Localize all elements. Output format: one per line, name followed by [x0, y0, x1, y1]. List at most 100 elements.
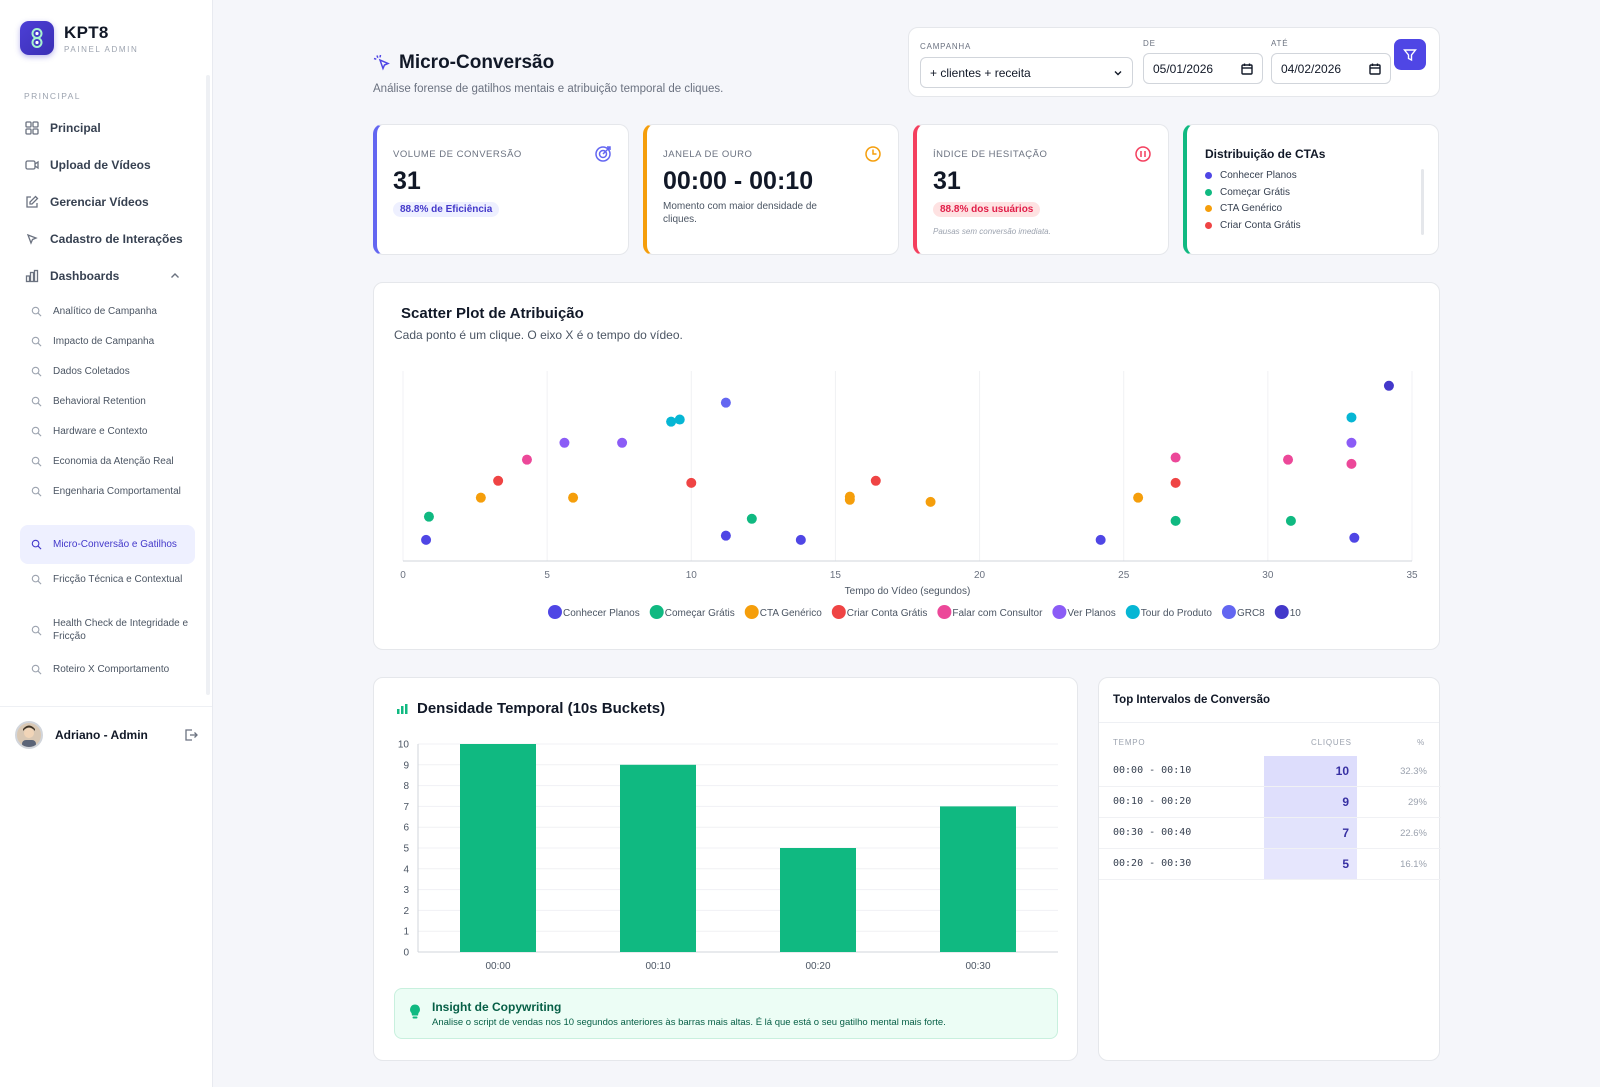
scatter-point — [617, 437, 628, 448]
edit-icon — [26, 195, 39, 208]
to-date-input[interactable]: 04/02/2026 — [1271, 53, 1391, 84]
cta-scrollbar[interactable] — [1421, 169, 1424, 235]
x-tick-label: 25 — [1118, 570, 1130, 581]
bar — [460, 744, 536, 952]
sidebar-dashboard-label: Economia da Atenção Real — [53, 456, 174, 467]
scatter-point — [1283, 454, 1294, 465]
sidebar-item-dashboards[interactable]: Dashboards — [20, 262, 195, 290]
scatter-point — [1346, 412, 1357, 423]
kpi-value: 31 — [933, 167, 961, 195]
target-icon — [595, 146, 611, 162]
sidebar-dashboard-item[interactable]: Health Check de Integridade e Fricção — [20, 613, 195, 647]
sidebar: KPT8 PAINEL ADMIN PRINCIPAL Principal Up… — [0, 0, 213, 1087]
x-tick-label: 00:10 — [645, 961, 670, 972]
interval-percent: 22.6% — [1400, 828, 1427, 839]
scatter-point — [795, 534, 806, 545]
cta-label: Conhecer Planos — [1220, 170, 1297, 181]
x-tick-label: 00:00 — [485, 961, 510, 972]
cta-legend-item: Começar Grátis — [1205, 187, 1290, 198]
sidebar-item-label: Cadastro de Interações — [50, 232, 183, 246]
calendar-icon[interactable] — [1241, 63, 1253, 75]
sidebar-dashboard-item[interactable]: Dados Coletados — [20, 361, 195, 382]
from-date-input[interactable]: 05/01/2026 — [1143, 53, 1263, 84]
sidebar-scrollbar[interactable] — [206, 75, 210, 695]
page-title-text: Micro-Conversão — [399, 52, 555, 73]
x-tick-label: 35 — [1406, 570, 1418, 581]
campaign-select[interactable]: + clientes + receita — [920, 57, 1133, 88]
y-tick-label: 3 — [403, 885, 409, 896]
sidebar-item-principal[interactable]: Principal — [20, 114, 195, 142]
scatter-point — [1346, 458, 1357, 469]
sidebar-dashboard-item[interactable]: Economia da Atenção Real — [20, 451, 195, 472]
to-date-value: 04/02/2026 — [1281, 61, 1342, 76]
cta-legend-item: Conhecer Planos — [1205, 170, 1297, 181]
bar — [940, 806, 1016, 952]
legend-label: Tour do Produto — [1141, 608, 1213, 619]
from-date-value: 05/01/2026 — [1153, 61, 1214, 76]
kpi-janela-card: JANELA DE OURO 00:00 - 00:10 Momento com… — [643, 124, 899, 255]
sidebar-item-cadastro[interactable]: Cadastro de Interações — [20, 225, 195, 253]
chevron-up-icon[interactable] — [169, 270, 181, 282]
sidebar-dashboard-item[interactable]: Behavioral Retention — [20, 391, 195, 412]
logout-icon[interactable] — [184, 728, 198, 742]
sidebar-dashboard-item[interactable]: Fricção Técnica e Contextual — [20, 569, 195, 590]
scatter-point — [746, 513, 757, 524]
search-icon — [31, 625, 42, 635]
kpi-label: ÍNDICE DE HESITAÇÃO — [933, 149, 1048, 160]
calendar-icon[interactable] — [1369, 63, 1381, 75]
legend-swatch — [548, 605, 562, 619]
user-profile: Adriano - Admin — [0, 706, 212, 762]
legend-swatch — [744, 605, 759, 619]
cta-dot — [1205, 205, 1212, 212]
scatter-point — [1133, 492, 1144, 503]
scatter-point — [568, 492, 579, 503]
scatter-chart: 0 5 10 15 20 25 30 35 Tempo do Vídeo (segundos) C… — [400, 371, 1418, 619]
avatar[interactable] — [15, 720, 43, 749]
chart-icon — [25, 269, 39, 283]
density-chart: 0 1 2 3 4 5 6 7 8 9 10 00:00 00:10 00:20 00:30 — [398, 740, 1058, 972]
legend-label: GRC8 — [1237, 608, 1265, 619]
bar-chart-icon — [397, 703, 408, 714]
sidebar-dashboard-item[interactable]: Analítico de Campanha — [20, 301, 195, 322]
legend-label: Criar Conta Grátis — [847, 608, 928, 619]
sidebar-dashboard-item[interactable]: Hardware e Contexto — [20, 421, 195, 442]
search-icon — [31, 486, 42, 497]
insight-box: Insight de Copywriting Analise o script … — [394, 988, 1058, 1039]
logo-icon — [20, 21, 54, 55]
table-row[interactable]: 00:00 - 00:10 10 32.3% — [1099, 756, 1441, 787]
filter-button[interactable] — [1394, 39, 1426, 70]
cta-label: CTA Genérico — [1220, 203, 1283, 214]
click-icon — [373, 54, 390, 71]
campaign-value: + clientes + receita — [930, 65, 1031, 80]
sidebar-item-gerenciar[interactable]: Gerenciar Vídeos — [20, 188, 195, 216]
legend-swatch — [649, 605, 664, 619]
sidebar-dashboard-label: Hardware e Contexto — [53, 426, 148, 437]
scatter-point — [720, 530, 731, 541]
scatter-point — [1170, 477, 1181, 488]
sidebar-dashboard-item[interactable]: Roteiro X Comportamento — [20, 659, 195, 680]
interval-clicks: 5 — [1264, 849, 1357, 879]
scatter-point — [666, 416, 677, 427]
sidebar-dashboard-label: Roteiro X Comportamento — [53, 664, 170, 675]
grid-icon — [25, 121, 39, 135]
x-tick-label: 00:20 — [805, 961, 830, 972]
top-intervals-panel: Top Intervalos de Conversão TEMPO CLIQUE… — [1098, 677, 1441, 1061]
table-row[interactable]: 00:30 - 00:40 7 22.6% — [1099, 818, 1441, 849]
sidebar-dashboard-item[interactable]: Impacto de Campanha — [20, 331, 195, 352]
page-subtitle: Análise forense de gatilhos mentais e at… — [373, 83, 724, 95]
scatter-point — [674, 414, 685, 425]
sidebar-dashboard-item[interactable]: Micro-Conversão e Gatilhos — [20, 525, 195, 564]
table-row[interactable]: 00:10 - 00:20 9 29% — [1099, 787, 1441, 818]
search-icon — [31, 574, 42, 585]
interval-clicks: 7 — [1264, 818, 1357, 848]
brand[interactable]: KPT8 PAINEL ADMIN — [20, 21, 138, 55]
sidebar-dashboard-item[interactable]: Engenharia Comportamental — [20, 481, 195, 502]
density-title-text: Densidade Temporal (10s Buckets) — [417, 700, 666, 717]
campaign-label: CAMPANHA — [920, 42, 972, 51]
pause-icon — [1135, 146, 1151, 162]
legend-label: CTA Genérico — [760, 608, 822, 619]
table-row[interactable]: 00:20 - 00:30 5 16.1% — [1099, 849, 1441, 880]
sidebar-item-upload[interactable]: Upload de Vídeos — [20, 151, 195, 179]
legend-swatch — [1274, 605, 1289, 619]
x-tick-label: 20 — [974, 570, 986, 581]
